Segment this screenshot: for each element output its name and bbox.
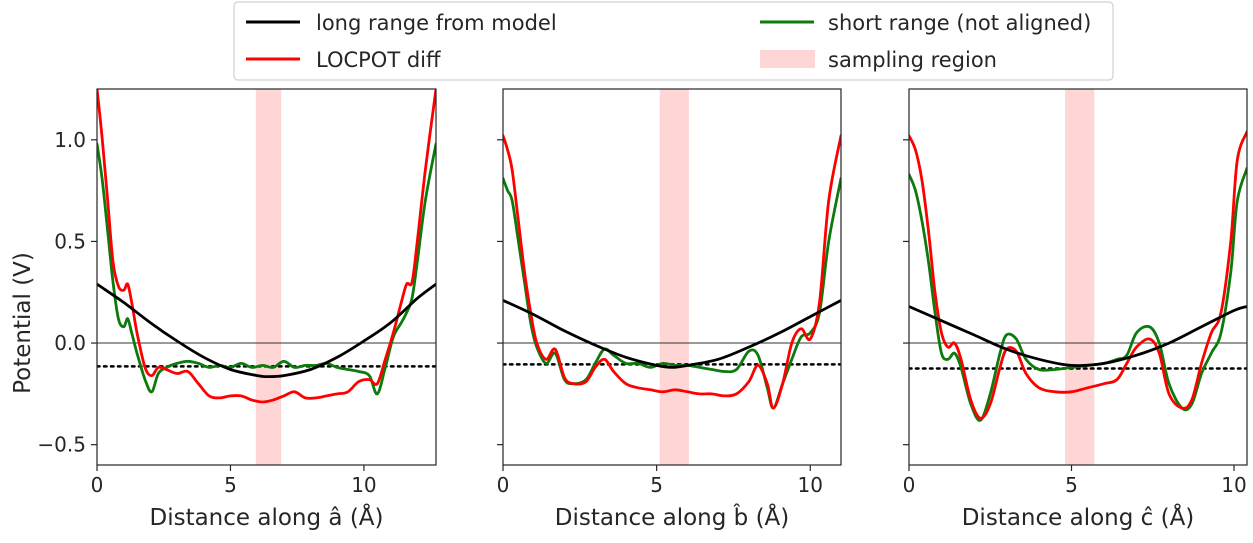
panel-1: 0 5 10 −0.5 0.0 0.5 1.0 Distance along â (Å) bbox=[37, 88, 437, 531]
x-tick-label: 5 bbox=[650, 473, 663, 497]
x-tick-label: 0 bbox=[91, 473, 104, 497]
legend-label: sampling region bbox=[828, 48, 997, 72]
legend-item: sampling region bbox=[760, 48, 997, 72]
series-line-long-range-from-model bbox=[97, 282, 436, 379]
x-tick-label: 10 bbox=[351, 473, 376, 497]
axes-frame bbox=[908, 88, 1248, 466]
axes-frame bbox=[96, 88, 437, 466]
legend-swatch bbox=[760, 50, 815, 68]
legend-label: short range (not aligned) bbox=[828, 11, 1091, 35]
legend-item: LOCPOT diff bbox=[246, 48, 441, 72]
axes-frame bbox=[502, 88, 842, 466]
panel-2: 0 5 10 Distance along b̂ (Å) bbox=[497, 88, 842, 531]
series-line-long-range-from-model bbox=[909, 305, 1247, 368]
x-axis-label: Distance along ĉ (Å) bbox=[962, 503, 1195, 531]
plot-area bbox=[97, 89, 436, 465]
x-tick-label: 0 bbox=[903, 473, 916, 497]
series-line-long-range-from-model bbox=[503, 299, 841, 369]
x-axis-label: Distance along â (Å) bbox=[149, 503, 383, 531]
sampling-region-band bbox=[1065, 89, 1095, 465]
legend-item: long range from model bbox=[246, 11, 557, 35]
sampling-region-band bbox=[659, 89, 689, 465]
sampling-region-band bbox=[255, 89, 282, 465]
series-line-short-range-not-aligned- bbox=[909, 166, 1247, 422]
legend-label: long range from model bbox=[316, 11, 557, 35]
legend-box bbox=[233, 1, 1114, 81]
x-tick-label: 5 bbox=[224, 473, 237, 497]
y-tick-label: −0.5 bbox=[37, 433, 86, 457]
plot-area bbox=[503, 89, 841, 465]
x-tick-label: 10 bbox=[798, 473, 823, 497]
series-line-locpot-diff bbox=[503, 134, 841, 410]
series-line-locpot-diff bbox=[909, 130, 1247, 420]
series-line-short-range-not-aligned- bbox=[97, 142, 436, 396]
y-tick-label: 0.5 bbox=[54, 229, 86, 253]
legend-item: short range (not aligned) bbox=[760, 11, 1091, 35]
x-tick-label: 10 bbox=[1221, 473, 1246, 497]
panels: 0 5 10 −0.5 0.0 0.5 1.0 Distance along â (Å) 0 5 1… bbox=[37, 88, 1248, 531]
panel-3: 0 5 10 Distance along ĉ (Å) bbox=[903, 88, 1248, 531]
plot-area bbox=[909, 89, 1247, 465]
legend: long range from model LOCPOT diff short ra… bbox=[233, 1, 1114, 81]
series-line-locpot-diff bbox=[97, 89, 436, 404]
legend-label: LOCPOT diff bbox=[316, 48, 441, 72]
y-tick-label: 1.0 bbox=[54, 128, 86, 152]
x-tick-label: 5 bbox=[1065, 473, 1078, 497]
y-tick-label: 0.0 bbox=[54, 331, 86, 355]
y-axis-label: Potential (V) bbox=[10, 252, 36, 394]
x-tick-label: 0 bbox=[497, 473, 510, 497]
x-axis-label: Distance along b̂ (Å) bbox=[555, 503, 790, 531]
